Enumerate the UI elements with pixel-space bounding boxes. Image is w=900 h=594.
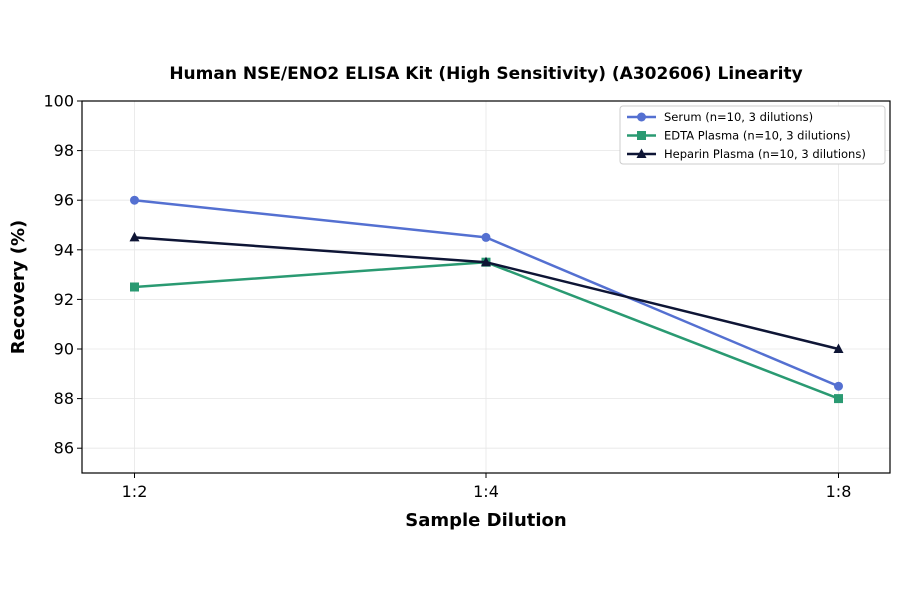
legend-label: Heparin Plasma (n=10, 3 dilutions): [664, 147, 866, 161]
legend: Serum (n=10, 3 dilutions) EDTA Plasma (n=…: [619, 105, 886, 165]
data-point: [833, 343, 844, 353]
x-tick-label: 1:4: [473, 482, 499, 501]
legend-item: Heparin Plasma (n=10, 3 dilutions): [627, 147, 866, 161]
series-2: [129, 231, 844, 353]
x-tick-label: 1:8: [826, 482, 852, 501]
data-point: [481, 256, 491, 267]
legend-label: EDTA Plasma (n=10, 3 dilutions): [664, 129, 851, 143]
y-tick-label: 90: [54, 340, 74, 359]
chart-title: Human NSE/ENO2 ELISA Kit (High Sensitivi…: [169, 64, 802, 84]
data-point: [481, 232, 491, 242]
data-point: [129, 231, 140, 242]
series-line: [134, 236, 839, 351]
data-point: [130, 282, 139, 292]
y-tick-label: 88: [54, 389, 74, 408]
y-tick-label: 100: [43, 92, 74, 111]
legend-swatch-marker: [637, 112, 646, 122]
legend-label: Serum (n=10, 3 dilutions): [664, 110, 813, 124]
legend-swatch-marker: [637, 131, 646, 140]
series-0: [130, 195, 843, 391]
data-point: [130, 195, 139, 205]
series-layer: [129, 195, 844, 404]
y-tick-label: 94: [54, 240, 74, 259]
x-tick-label: 1:2: [122, 482, 148, 501]
legend-swatch-marker: [636, 148, 647, 158]
axis-ticks: 86 88 90 92 94 96 98 100 1:2 1:4 1:8: [43, 92, 851, 502]
data-point: [834, 381, 843, 391]
x-axis-label: Sample Dilution: [405, 510, 566, 531]
y-axis-label: Recovery (%): [8, 220, 29, 354]
y-tick-label: 92: [54, 290, 74, 309]
y-tick-label: 98: [54, 141, 74, 160]
series-line: [134, 260, 839, 400]
y-tick-label: 86: [54, 439, 74, 458]
legend-item: EDTA Plasma (n=10, 3 dilutions): [627, 129, 851, 143]
series-1: [130, 257, 843, 404]
data-point: [834, 394, 843, 404]
legend-box: [619, 105, 886, 165]
legend-item: Serum (n=10, 3 dilutions): [627, 110, 813, 124]
y-tick-label: 96: [54, 191, 74, 210]
